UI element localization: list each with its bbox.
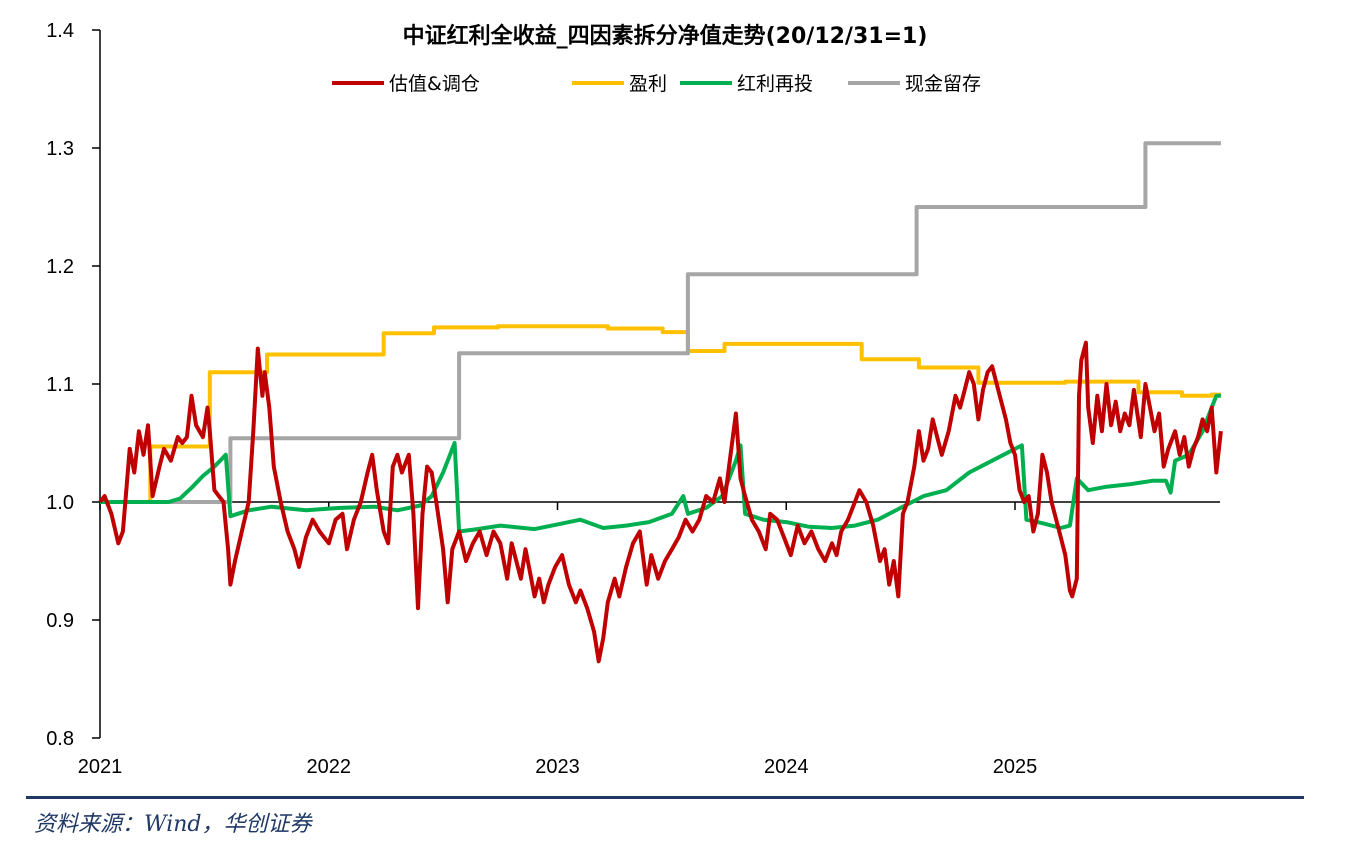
y-tick-label: 1.1 <box>46 374 74 396</box>
chart-title: 中证红利全收益_四因素拆分净值走势(20/12/31=1) <box>403 23 928 49</box>
y-tick-label: 1.0 <box>46 492 74 514</box>
series-line-估值&调仓 <box>98 340 1223 664</box>
x-tick-label: 2021 <box>78 756 123 778</box>
legend-label: 估值&调仓 <box>389 73 480 95</box>
legend-label: 现金留存 <box>905 73 981 95</box>
y-axis: 0.8 0.9 1.0 1.1 1.2 1.3 1.4 <box>46 20 101 750</box>
x-tick-label: 2024 <box>764 756 809 778</box>
x-tick-label: 2022 <box>307 756 352 778</box>
x-tick-label: 2025 <box>993 756 1038 778</box>
x-tick-label: 2023 <box>535 756 580 778</box>
y-tick-label: 1.4 <box>46 20 74 42</box>
legend-label: 盈利 <box>629 73 667 95</box>
y-tick-label: 1.2 <box>46 256 74 278</box>
series-line-现金留存 <box>100 141 1221 504</box>
x-axis: 2021 2022 2023 2024 2025 <box>78 502 1038 778</box>
y-tick-label: 0.8 <box>46 728 74 750</box>
legend-label: 红利再投 <box>737 73 813 95</box>
y-tick-label: 1.3 <box>46 138 74 160</box>
y-tick-label: 0.9 <box>46 610 74 632</box>
legend: 估值&调仓 盈利 红利再投 现金留存 <box>332 73 981 95</box>
source-note: 资料来源：Wind，华创证券 <box>34 812 312 837</box>
series-line-红利再投 <box>100 393 1221 534</box>
footer-rule <box>26 796 1304 799</box>
series-layer <box>98 141 1223 664</box>
